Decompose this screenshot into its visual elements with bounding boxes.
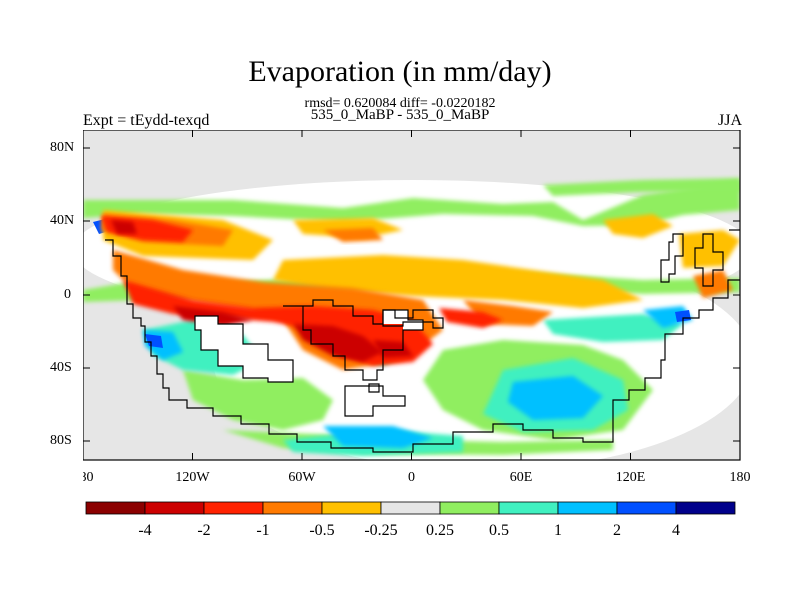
x-tick-label: 120E (616, 470, 646, 485)
x-tick-label: 120W (175, 470, 210, 485)
colorbar-label: 0.25 (426, 522, 454, 539)
statistics-line: rmsd= 0.620084 diff= -0.0220182 (304, 96, 496, 111)
colorbar-label: 1 (554, 522, 562, 539)
y-tick-marks (83, 147, 740, 442)
y-tick-label: 80N (50, 140, 75, 155)
colorbar: -4 -2 -1 -0.5 -0.25 0.25 0.5 1 2 4 (85, 501, 736, 539)
colorbar-box (498, 501, 559, 515)
y-tick-label: 0 (64, 287, 71, 302)
colorbar-label: -0.25 (364, 522, 397, 539)
colorbar-box (557, 501, 618, 515)
colorbar-label: 0.5 (489, 522, 509, 539)
x-tick-label: 60E (510, 470, 533, 485)
colorbar-box (380, 501, 441, 515)
colorbar-box (675, 501, 736, 515)
map-subtitle: 535_0_MaBP - 535_0_MaBP (310, 107, 490, 123)
y-tick-label: 80S (50, 433, 72, 448)
colorbar-label: -4 (138, 522, 151, 539)
colorbar-box (616, 501, 677, 515)
contour-field (83, 178, 740, 460)
experiment-label: Expt = tEydd-texqd (83, 112, 210, 129)
colorbar-boxes (85, 501, 736, 515)
colorbar-label: 4 (672, 522, 680, 539)
colorbar-label: -2 (197, 522, 210, 539)
colorbar-box (203, 501, 264, 515)
x-tick-label: 0 (408, 470, 415, 485)
y-tick-label: 40N (50, 213, 75, 228)
x-tick-label: 180 (730, 470, 751, 485)
colorbar-label: -1 (256, 522, 269, 539)
colorbar-box (85, 501, 146, 515)
map-title: Evaporation (in mm/day) (248, 55, 552, 88)
x-tick-label: 180 (83, 470, 94, 485)
colorbar-box (321, 501, 382, 515)
colorbar-label: 2 (613, 522, 621, 539)
colorbar-label: -0.5 (309, 522, 334, 539)
x-tick-label: 60W (288, 470, 316, 485)
season-label: JJA (717, 112, 742, 129)
x-tick-marks (83, 130, 741, 460)
map-plot: 180 120W 60W 0 60E 120E 180 (83, 130, 751, 485)
colorbar-box (144, 501, 205, 515)
colorbar-box (262, 501, 323, 515)
coastline-outlines (105, 229, 740, 453)
y-tick-label: 40S (50, 360, 72, 375)
colorbar-box (439, 501, 500, 515)
